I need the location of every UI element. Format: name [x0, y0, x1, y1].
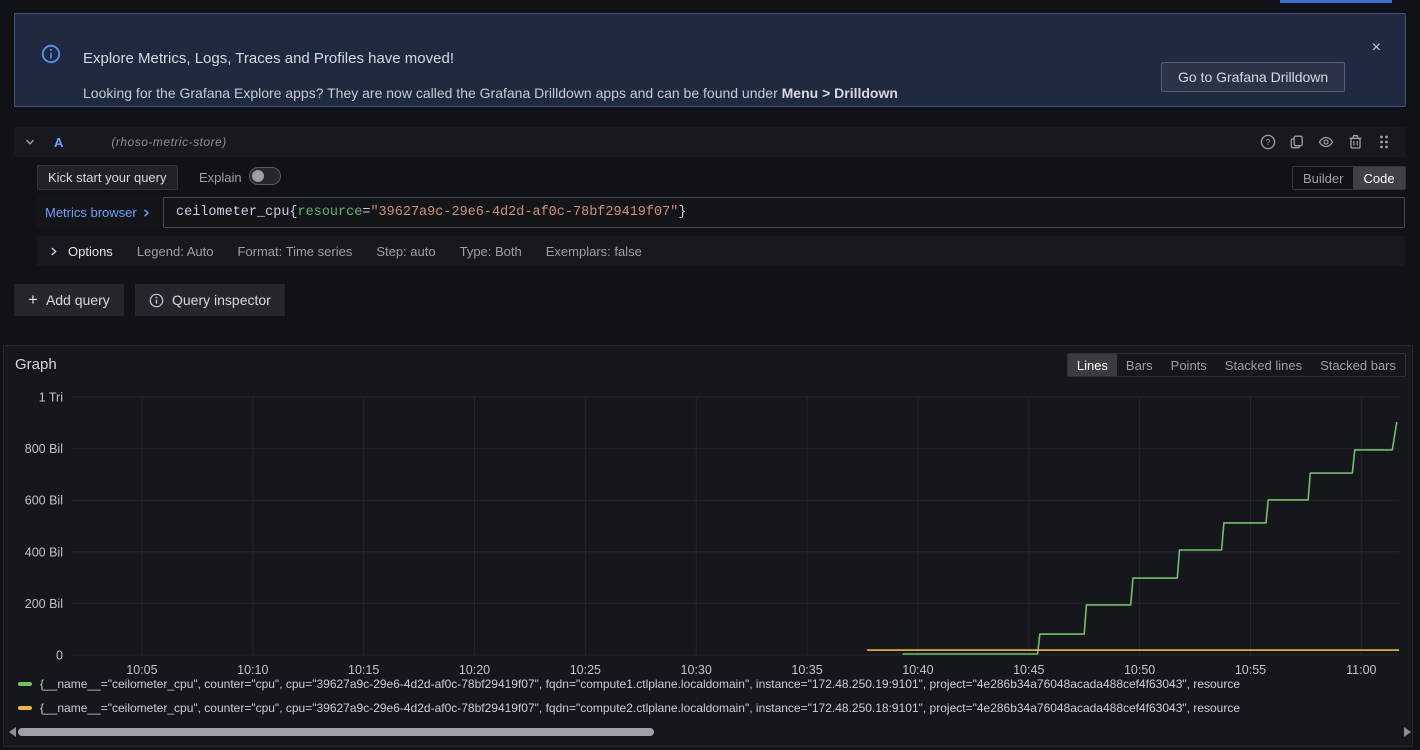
banner-message: Looking for the Grafana Explore apps? Th… [83, 85, 898, 101]
y-tick-label: 200 Bil [25, 597, 63, 611]
x-tick-label: 10:25 [570, 663, 601, 677]
chevron-down-icon[interactable] [24, 136, 36, 148]
info-icon [41, 44, 61, 64]
eye-icon[interactable] [1318, 134, 1334, 150]
tab-lines[interactable]: Lines [1068, 354, 1117, 376]
query-metric: ceilometer_cpu{ [176, 205, 298, 220]
query-datasource: (rhoso-metric-store) [111, 135, 226, 149]
tab-stacked-bars[interactable]: Stacked bars [1311, 354, 1405, 376]
graph-style-tabs: Lines Bars Points Stacked lines Stacked … [1067, 353, 1406, 377]
banner-message-bold: Menu > Drilldown [782, 85, 898, 101]
scroll-left-icon[interactable] [9, 727, 16, 737]
x-tick-label: 10:45 [1013, 663, 1044, 677]
toggle-knob [252, 170, 264, 182]
drilldown-moved-banner: Explore Metrics, Logs, Traces and Profil… [14, 13, 1406, 107]
option-exemplars: Exemplars: false [546, 244, 642, 259]
x-tick-label: 10:35 [791, 663, 822, 677]
x-tick-label: 10:40 [902, 663, 933, 677]
promql-query-input[interactable]: ceilometer_cpu{resource="39627a9c-29e6-4… [163, 197, 1405, 228]
option-type: Type: Both [460, 244, 522, 259]
add-query-button[interactable]: + Add query [14, 284, 124, 316]
x-tick-label: 10:50 [1124, 663, 1155, 677]
tab-points[interactable]: Points [1162, 354, 1216, 376]
option-step: Step: auto [376, 244, 435, 259]
svg-text:?: ? [1266, 137, 1271, 147]
timeseries-chart[interactable]: 10:05 10:10 10:15 10:20 10:25 10:30 10:35 10:40… [4, 386, 1416, 688]
y-tick-label: 400 Bil [25, 545, 63, 559]
query-value: "39627a9c-29e6-4d2d-af0c-78bf29419f07" [370, 205, 678, 220]
query-header-actions: ? [1260, 134, 1392, 150]
series-line [902, 422, 1396, 654]
query-row-header[interactable]: A (rhoso-metric-store) ? [14, 127, 1406, 157]
explore-page: Explore Metrics, Logs, Traces and Profil… [0, 0, 1420, 750]
options-label[interactable]: Options [68, 244, 113, 259]
banner-title: Explore Metrics, Logs, Traces and Profil… [83, 50, 454, 67]
go-to-drilldown-button[interactable]: Go to Grafana Drilldown [1161, 62, 1345, 92]
mode-code[interactable]: Code [1353, 167, 1404, 189]
x-tick-label: 10:55 [1235, 663, 1266, 677]
editor-mode-switch: Builder Code [1292, 166, 1406, 190]
x-tick-label: 10:20 [459, 663, 490, 677]
x-tick-label: 10:30 [681, 663, 712, 677]
explain-label: Explain [199, 170, 242, 185]
series-color-swatch [18, 682, 32, 686]
legend-label[interactable]: {__name__="ceilometer_cpu", counter="cpu… [40, 677, 1240, 691]
query-ref-id[interactable]: A [54, 135, 63, 150]
tab-bars[interactable]: Bars [1117, 354, 1162, 376]
close-icon[interactable]: × [1372, 40, 1381, 56]
metrics-browser-button[interactable]: Metrics browser [37, 197, 163, 228]
chevron-right-icon [141, 208, 151, 218]
option-legend: Legend: Auto [137, 244, 214, 259]
drag-handle-icon[interactable] [1376, 134, 1392, 150]
legend-label[interactable]: {__name__="ceilometer_cpu", counter="cpu… [40, 701, 1240, 715]
x-tick-label: 11:00 [1346, 663, 1376, 677]
trash-icon[interactable] [1347, 134, 1363, 150]
query-close: } [678, 205, 686, 220]
legend-item-compute2: {__name__="ceilometer_cpu", counter="cpu… [18, 700, 1410, 716]
y-tick-label: 1 Tri [39, 391, 63, 405]
x-tick-label: 10:15 [348, 663, 379, 677]
kick-start-query-button[interactable]: Kick start your query [37, 165, 178, 190]
y-tick-label: 800 Bil [25, 442, 63, 456]
legend-item-compute1: {__name__="ceilometer_cpu", counter="cpu… [18, 676, 1410, 692]
graph-panel: Graph Lines Bars Points Stacked lines St… [3, 345, 1413, 747]
option-format: Format: Time series [237, 244, 352, 259]
query-options-row: Options Legend: Auto Format: Time series… [37, 236, 1405, 266]
query-label: resource [298, 205, 363, 220]
plus-icon: + [28, 290, 38, 310]
query-operator: = [362, 205, 370, 220]
y-tick-label: 0 [56, 649, 63, 663]
x-tick-label: 10:05 [126, 663, 157, 677]
series-color-swatch [18, 706, 32, 710]
x-tick-label: 10:10 [237, 663, 268, 677]
explain-toggle[interactable] [249, 167, 281, 185]
y-tick-label: 600 Bil [25, 494, 63, 508]
query-inspector-button[interactable]: Query inspector [135, 284, 285, 316]
tab-stacked-lines[interactable]: Stacked lines [1216, 354, 1311, 376]
chevron-right-icon[interactable] [48, 246, 59, 257]
scroll-right-icon[interactable] [1404, 727, 1411, 737]
copy-icon[interactable] [1289, 134, 1305, 150]
info-circle-icon [149, 293, 164, 308]
help-circle-icon[interactable]: ? [1260, 134, 1276, 150]
graph-panel-title: Graph [15, 356, 57, 373]
horizontal-scrollbar-thumb[interactable] [18, 728, 654, 736]
mode-builder[interactable]: Builder [1293, 167, 1353, 189]
top-loading-bar [1280, 0, 1392, 3]
